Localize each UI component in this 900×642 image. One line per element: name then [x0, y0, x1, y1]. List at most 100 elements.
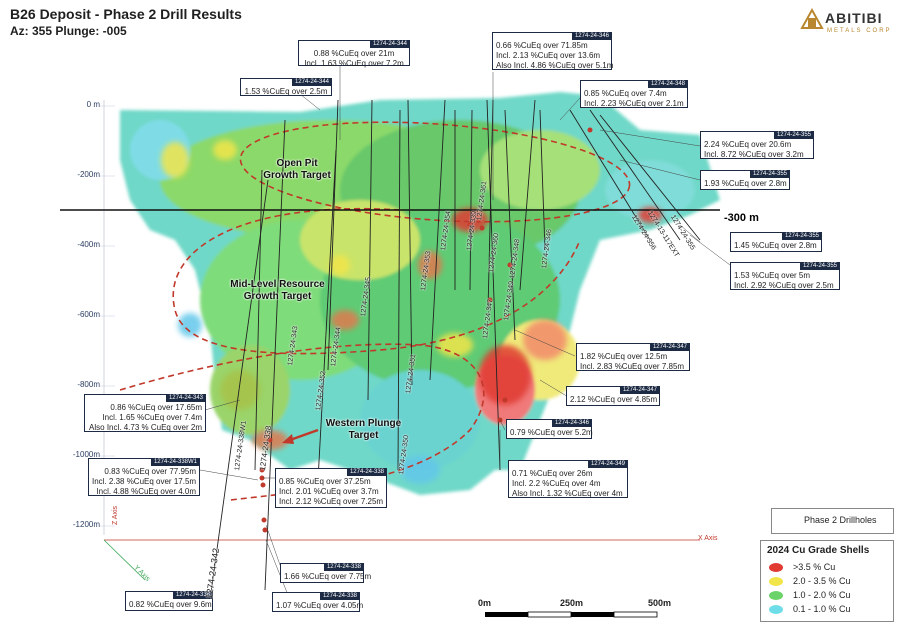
callout-line: 0.85 %CuEq over 37.25m [279, 477, 371, 486]
callout-line: Incl. 2.2 %CuEq over 4m [512, 479, 601, 488]
callout-hole-tag: 1274-24-338W1 [150, 458, 200, 466]
callout-hole-tag: 1274-24-349 [587, 460, 628, 468]
level-marker-label: -300 m [724, 212, 759, 224]
legend-swatch [769, 605, 783, 614]
western-target-line1: Western Plunge [325, 418, 402, 429]
legend-swatch [769, 577, 783, 586]
callout-344-b: 1274-24-344 1.53 %CuEq over 2.5m [240, 78, 332, 96]
intercept-dots [259, 127, 653, 533]
callout-line: 0.82 %CuEq over 9.6m [129, 600, 212, 609]
logo-wordmark: ABITIBI [825, 10, 883, 26]
western-target-line2: Target [348, 430, 379, 441]
depth-label: -200m [77, 170, 100, 179]
depth-label: -600m [77, 310, 100, 319]
page-title: B26 Deposit - Phase 2 Drill Results [10, 6, 242, 22]
legend-swatch [769, 563, 783, 572]
legend-swatch [769, 591, 783, 600]
legend-label: 1.0 - 2.0 % Cu [793, 590, 851, 600]
callout-line: Incl. 2.01 %CuEq over 3.7m [279, 487, 379, 496]
callout-line: Incl. 8.72 %CuEq over 3.2m [704, 150, 804, 159]
callout-line: 2.24 %CuEq over 20.6m [704, 140, 792, 149]
z-axis-label: Z Axis [112, 505, 120, 526]
callout-hole-tag: 1274-24-344 [291, 78, 332, 86]
callout-338-c: 1274-24-338 0.82 %CuEq over 9.6m [125, 591, 213, 611]
callout-348-a: 1274-24-348 0.85 %CuEq over 7.4m Incl. 2.… [580, 80, 688, 108]
drillhole-legend-label: Phase 2 Drillholes [804, 515, 877, 525]
drillhole-legend: Phase 2 Drillholes [771, 508, 894, 534]
callout-hole-tag: 1274-24-338 [323, 563, 364, 571]
open-pit-target-line2: Growth Target [263, 170, 331, 181]
scale-bar: 0m 250m 500m [470, 598, 672, 628]
callout-line: Incl. 1.65 %CuEq over 7.4m [102, 413, 202, 422]
open-pit-target-ring [239, 121, 631, 223]
callout-line: Incl. 2.13 %CuEq over 13.6m [496, 51, 601, 60]
callout-346-a: 1274-24-346 0.66 %CuEq over 71.85m Incl. … [492, 32, 614, 70]
callout-line: 0.66 %CuEq over 71.85m [496, 41, 588, 50]
x-axis-label: X Axis [698, 535, 718, 542]
callout-hole-tag: 1274-24-338 [172, 591, 213, 599]
callout-hole-tag: 1274-24-355 [799, 262, 840, 270]
callout-line: 1.93 %CuEq over 2.8m [704, 179, 787, 188]
depth-label: -400m [77, 240, 100, 249]
legend-label: 2.0 - 3.5 % Cu [793, 576, 851, 586]
callout-line: 0.79 %CuEq over 5.2m [510, 428, 593, 437]
callout-line: Also Incl. 1.32 %CuEq over 4m [512, 489, 623, 498]
callout-355-d: 1274-24-355 1.53 %CuEq over 5m Incl. 2.92… [730, 262, 840, 290]
callout-line: Incl. 2.38 %CuEq over 17.5m [92, 477, 197, 486]
callout-346-b: 1274-24-346 0.79 %CuEq over 5.2m [506, 419, 593, 439]
callout-line: 1.53 %CuEq over 5m [734, 271, 811, 280]
callout-hole-tag: 1274-24-338 [346, 468, 387, 476]
callout-hole-tag: 1274-24-355 [773, 131, 814, 139]
mid-level-target-line2: Growth Target [243, 291, 312, 302]
western-target-label: Western Plunge Target [316, 418, 411, 442]
depth-label: 0 m [86, 100, 100, 109]
mid-level-target-label: Mid-Level Resource Growth Target [220, 279, 335, 303]
grade-shell-legend: 2024 Cu Grade Shells >3.5 % Cu 2.0 - 3.5… [760, 540, 894, 622]
western-target-arrow [282, 428, 319, 444]
drillhole-traces [209, 99, 701, 601]
callout-line: Incl. 4.88 %CuEq over 4.0m [96, 487, 196, 496]
callout-hole-tag: 1274-24-347 [649, 343, 690, 351]
scale-label: 500m [648, 598, 672, 608]
callout-line: Incl. 2.12 %CuEq over 7.25m [279, 497, 384, 506]
open-pit-target-line1: Open Pit [276, 158, 318, 169]
western-target-ring [119, 343, 485, 501]
legend-title: 2024 Cu Grade Shells [767, 545, 870, 556]
grade-hotspots [161, 140, 662, 484]
callout-line: 2.12 %CuEq over 4.85m [570, 395, 658, 404]
company-logo: ABITIBI METALS CORP [795, 8, 895, 44]
callout-338-b: 1274-24-338 1.66 %CuEq over 7.75m [280, 563, 372, 583]
callout-355-b: 1274-24-355 1.93 %CuEq over 2.8m [700, 170, 790, 190]
callout-line: 0.85 %CuEq over 7.4m [584, 89, 667, 98]
depth-ticks [100, 105, 115, 527]
callout-355-a: 1274-24-355 2.24 %CuEq over 20.6m Incl. 8… [700, 131, 814, 159]
legend-label: 0.1 - 1.0 % Cu [793, 604, 851, 614]
depth-label: -800m [77, 380, 100, 389]
callout-338-a: 1274-24-338 0.85 %CuEq over 37.25m Incl. … [275, 468, 387, 508]
callout-line: Also Incl. 4.86 %CuEq over 5.1m [496, 61, 614, 70]
y-axis-line [103, 539, 146, 581]
logo-mark [800, 7, 824, 29]
callout-line: Incl. 2.92 %CuEq over 2.5m [734, 281, 834, 290]
block-model [120, 92, 720, 495]
callout-hole-tag: 1274-24-338 [319, 592, 360, 600]
callout-344-a: 1274-24-344 0.88 %CuEq over 21m Incl. 1.6… [298, 40, 410, 68]
callout-line: 1.66 %CuEq over 7.75m [284, 572, 372, 581]
callout-line: 0.71 %CuEq over 26m [512, 469, 593, 478]
scale-label: 0m [478, 598, 492, 608]
callout-line: 0.83 %CuEq over 77.95m [104, 467, 196, 476]
callout-hole-tag: 1274-24-346 [551, 419, 592, 427]
callout-line: 0.88 %CuEq over 21m [313, 49, 395, 58]
callout-line: 1.82 %CuEq over 12.5m [580, 352, 668, 361]
callout-347-a: 1274-24-347 1.82 %CuEq over 12.5m Incl. 2… [576, 343, 690, 371]
callout-line: Also Incl. 4.73 % CuEq over 2m [89, 423, 202, 432]
callout-347-b: 1274-24-347 2.12 %CuEq over 4.85m [566, 386, 660, 406]
callout-line: Incl. 1.63 %CuEq over 7.2m [304, 59, 404, 68]
depth-label: -1000m [72, 450, 100, 459]
callout-hole-tag: 1274-24-347 [619, 386, 660, 394]
callout-355-c: 1274-24-355 1.45 %CuEq over 2.8m [730, 232, 822, 252]
legend-label: >3.5 % Cu [793, 562, 836, 572]
callout-349: 1274-24-349 0.71 %CuEq over 26m Incl. 2.2… [508, 460, 628, 498]
callout-338w1: 1274-24-338W1 0.83 %CuEq over 77.95m Incl… [88, 458, 200, 496]
